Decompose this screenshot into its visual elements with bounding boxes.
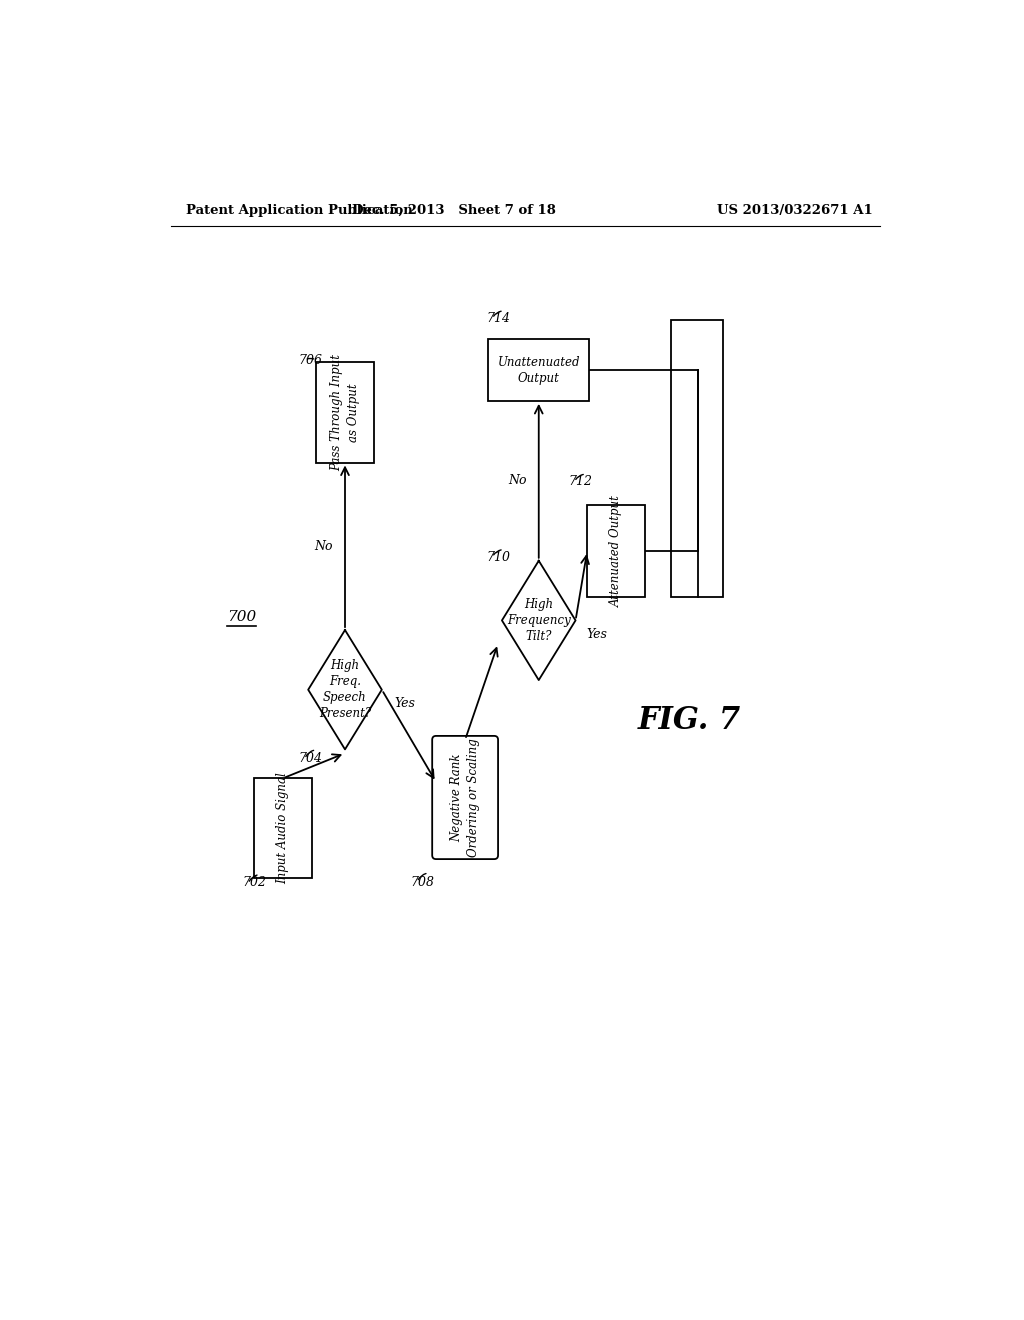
Text: 706: 706 xyxy=(299,354,323,367)
Polygon shape xyxy=(502,561,575,680)
Text: 710: 710 xyxy=(486,550,510,564)
Text: No: No xyxy=(508,474,526,487)
Text: Unattenuated
Output: Unattenuated Output xyxy=(498,355,580,384)
Text: Attenuated Output: Attenuated Output xyxy=(609,495,623,607)
Text: 714: 714 xyxy=(486,312,510,325)
Text: No: No xyxy=(314,540,333,553)
Text: Yes: Yes xyxy=(587,628,607,640)
Text: Patent Application Publication: Patent Application Publication xyxy=(186,205,413,218)
Text: High
Freq.
Speech
Present?: High Freq. Speech Present? xyxy=(318,659,371,721)
Text: High
Frequency
Tilt?: High Frequency Tilt? xyxy=(507,598,570,643)
Text: 712: 712 xyxy=(568,475,592,488)
Bar xyxy=(254,779,312,878)
Polygon shape xyxy=(308,630,382,750)
Bar xyxy=(316,363,374,462)
Text: US 2013/0322671 A1: US 2013/0322671 A1 xyxy=(717,205,872,218)
Text: FIG. 7: FIG. 7 xyxy=(638,705,741,737)
FancyBboxPatch shape xyxy=(432,737,498,859)
Text: Negative Rank
Ordering or Scaling: Negative Rank Ordering or Scaling xyxy=(451,738,479,857)
Bar xyxy=(488,339,589,401)
Text: 704: 704 xyxy=(299,752,323,766)
Text: Pass Through Input
as Output: Pass Through Input as Output xyxy=(331,354,359,471)
Text: 708: 708 xyxy=(411,875,435,888)
Text: Dec. 5, 2013   Sheet 7 of 18: Dec. 5, 2013 Sheet 7 of 18 xyxy=(351,205,555,218)
Bar xyxy=(671,321,723,598)
Text: Yes: Yes xyxy=(394,697,416,710)
Bar xyxy=(587,506,645,597)
Text: 700: 700 xyxy=(227,610,256,623)
Text: Input Audio Signal: Input Audio Signal xyxy=(276,772,290,884)
Text: 702: 702 xyxy=(243,875,266,888)
